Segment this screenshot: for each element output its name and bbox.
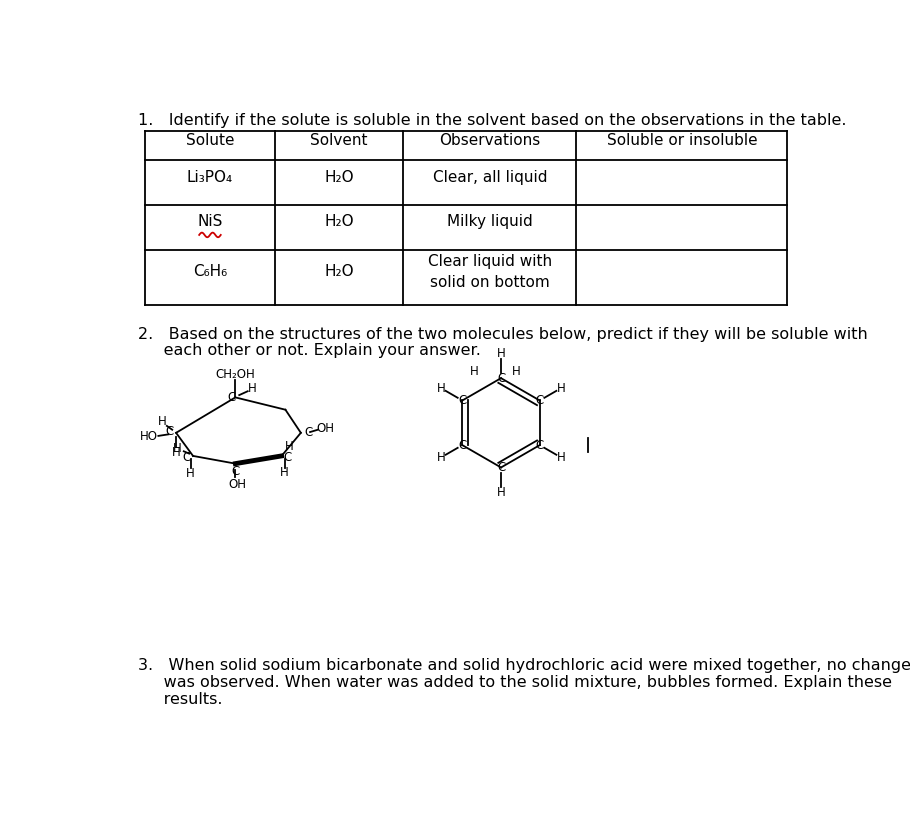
Text: H₂O: H₂O bbox=[324, 215, 354, 229]
Text: C: C bbox=[497, 461, 505, 474]
Text: H: H bbox=[512, 365, 521, 378]
Text: Li₃PO₄: Li₃PO₄ bbox=[187, 169, 233, 185]
Text: results.: results. bbox=[137, 691, 222, 707]
Text: H: H bbox=[172, 446, 180, 459]
Text: H: H bbox=[557, 381, 565, 395]
Text: H: H bbox=[280, 466, 289, 479]
Text: H: H bbox=[157, 415, 167, 427]
Text: C₆H₆: C₆H₆ bbox=[193, 265, 227, 279]
Text: C: C bbox=[305, 427, 313, 439]
Text: NiS: NiS bbox=[197, 215, 223, 229]
Text: C: C bbox=[231, 464, 239, 478]
Text: Clear liquid with
solid on bottom: Clear liquid with solid on bottom bbox=[428, 254, 552, 290]
Text: C: C bbox=[183, 451, 191, 464]
Text: C: C bbox=[536, 439, 544, 451]
Text: H: H bbox=[187, 467, 195, 480]
Text: C: C bbox=[166, 425, 174, 438]
Text: H₂O: H₂O bbox=[324, 169, 354, 185]
Text: C: C bbox=[459, 439, 467, 451]
Text: H: H bbox=[437, 381, 445, 395]
Text: H: H bbox=[437, 451, 445, 464]
Text: 3.   When solid sodium bicarbonate and solid hydrochloric acid were mixed togeth: 3. When solid sodium bicarbonate and sol… bbox=[137, 658, 910, 672]
Text: H: H bbox=[173, 441, 182, 455]
Text: Solvent: Solvent bbox=[310, 132, 368, 148]
Text: 1.   Identify if the solute is soluble in the solvent based on the observations : 1. Identify if the solute is soluble in … bbox=[137, 113, 846, 127]
Text: each other or not. Explain your answer.: each other or not. Explain your answer. bbox=[137, 344, 480, 358]
Text: CH₂OH: CH₂OH bbox=[216, 367, 255, 381]
Text: H: H bbox=[470, 365, 479, 378]
Text: C: C bbox=[536, 394, 544, 407]
Text: H: H bbox=[497, 486, 505, 499]
Text: 2.   Based on the structures of the two molecules below, predict if they will be: 2. Based on the structures of the two mo… bbox=[137, 326, 867, 342]
Text: was observed. When water was added to the solid mixture, bubbles formed. Explain: was observed. When water was added to th… bbox=[137, 675, 892, 690]
Text: H: H bbox=[497, 347, 505, 360]
Text: Solute: Solute bbox=[186, 132, 234, 148]
Text: H₂O: H₂O bbox=[324, 265, 354, 279]
Text: C: C bbox=[228, 391, 236, 404]
Text: OH: OH bbox=[228, 478, 247, 491]
Text: Observations: Observations bbox=[440, 132, 541, 148]
Text: H: H bbox=[285, 440, 294, 453]
Text: C: C bbox=[497, 372, 505, 385]
Text: Milky liquid: Milky liquid bbox=[447, 215, 532, 229]
Text: H: H bbox=[557, 451, 565, 464]
Text: C: C bbox=[459, 394, 467, 407]
Text: C: C bbox=[284, 451, 292, 464]
Text: H: H bbox=[248, 381, 257, 395]
Text: OH: OH bbox=[317, 423, 335, 436]
Text: Clear, all liquid: Clear, all liquid bbox=[432, 169, 547, 185]
Text: HO: HO bbox=[140, 430, 158, 443]
Text: Soluble or insoluble: Soluble or insoluble bbox=[607, 132, 757, 148]
